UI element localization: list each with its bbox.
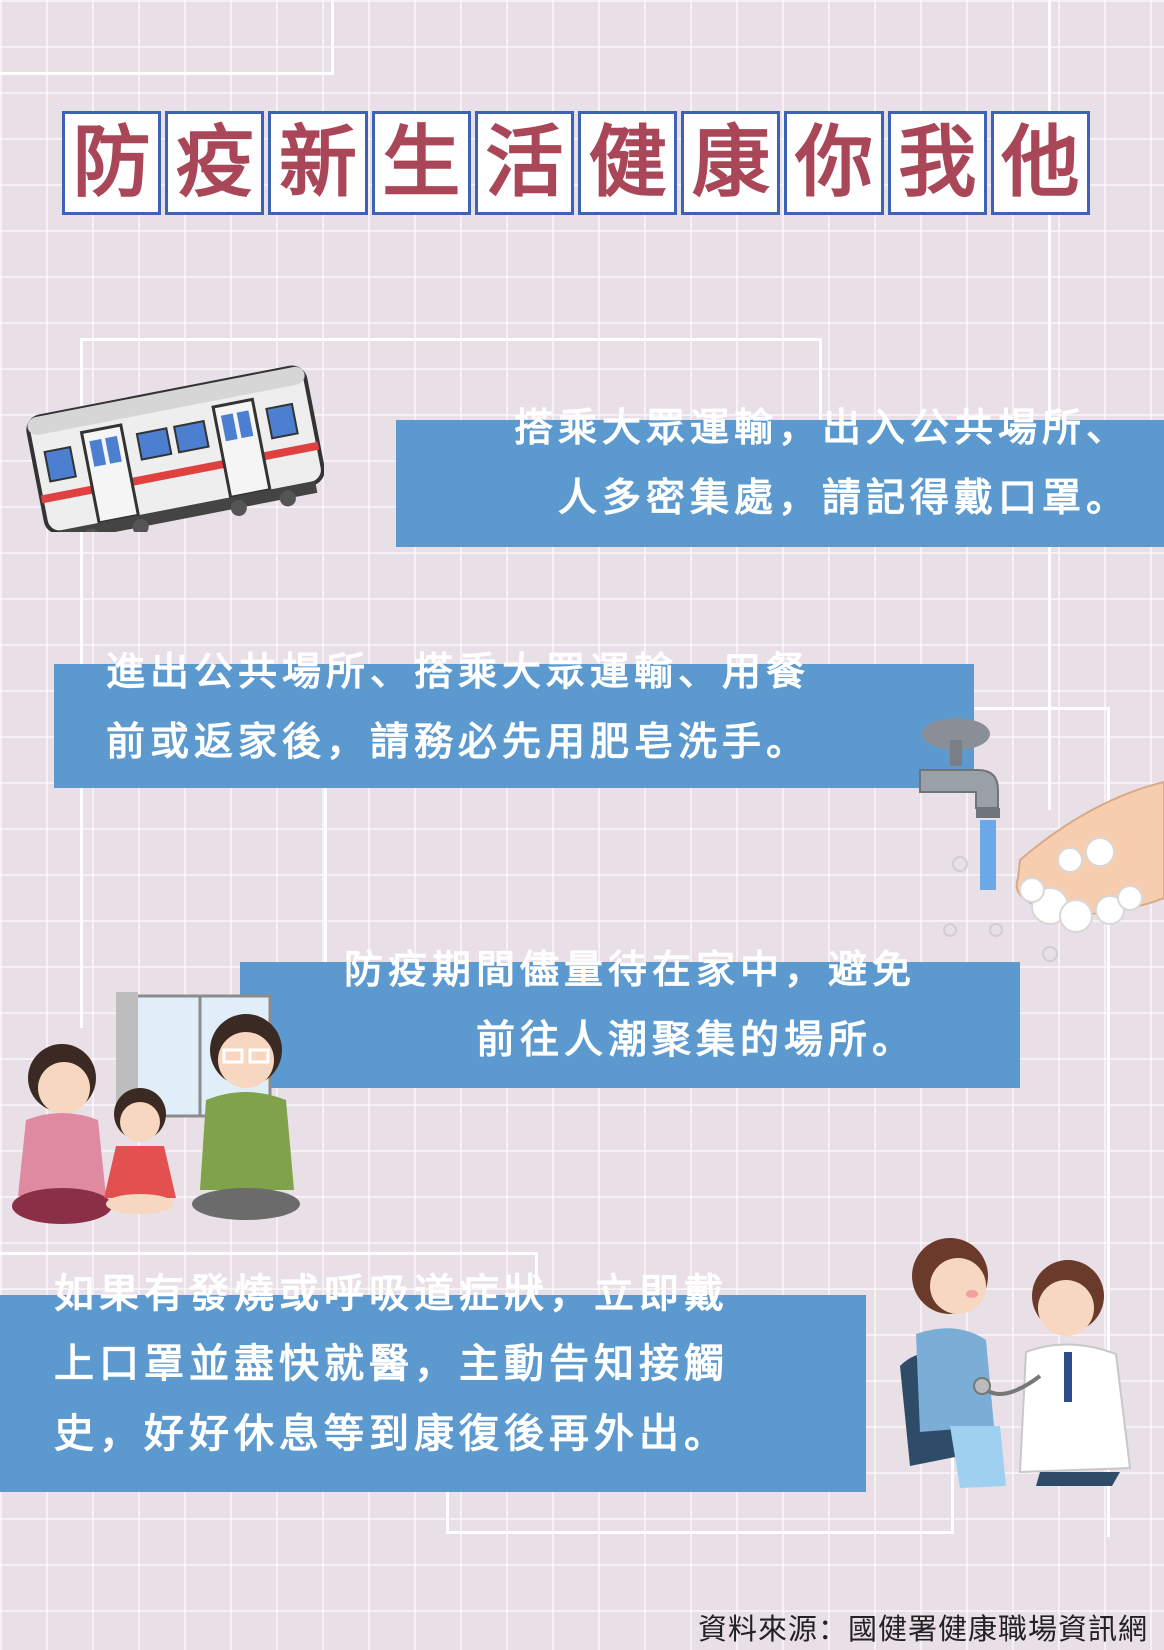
- family-at-home-icon: [12, 992, 300, 1224]
- tip-line: 史，好好休息等到康復後再外出。: [54, 1411, 729, 1457]
- decor-line: [535, 1252, 538, 1297]
- decor-line: [446, 1490, 449, 1534]
- decor-line: [0, 1252, 538, 1255]
- title-char: 活: [474, 111, 575, 215]
- tip-line: 防疫期間儘量待在家中，避免: [343, 948, 916, 993]
- title-char: 康: [681, 111, 781, 215]
- title-char: 生: [371, 111, 471, 215]
- decor-line: [970, 707, 1110, 710]
- decor-line: [1048, 0, 1051, 810]
- title-char: 新: [268, 111, 368, 215]
- tip-box-stay-home: 防疫期間儘量待在家中，避免 前往人潮聚集的場所。: [240, 948, 1020, 1088]
- tip-line: 進出公共場所、搭乘大眾運輸、用餐: [106, 650, 811, 695]
- handwashing-icon: [919, 718, 1164, 962]
- decor-line: [1107, 707, 1110, 1537]
- tip-box-handwashing: 進出公共場所、搭乘大眾運輸、用餐 前或返家後，請務必先用肥皂洗手。: [54, 650, 974, 788]
- tip-box-symptoms: 如果有發燒或呼吸道症狀，立即戴 上口罩並盡快就醫，主動告知接觸 史，好好休息等到…: [0, 1271, 866, 1492]
- tip-line: 前或返家後，請務必先用肥皂洗手。: [106, 720, 811, 765]
- tip-box-transit: 搭乘大眾運輸，出入公共場所、 人多密集處，請記得戴口罩。: [396, 406, 1164, 547]
- decor-line: [331, 0, 334, 75]
- doctor-visit-icon: [900, 1238, 1132, 1488]
- title-char: 你: [784, 111, 884, 215]
- tip-line: 前往人潮聚集的場所。: [475, 1018, 916, 1063]
- decor-line: [324, 788, 327, 968]
- train-icon: [26, 365, 324, 532]
- tip-line: 上口罩並盡快就醫，主動告知接觸: [54, 1341, 729, 1387]
- tip-line: 如果有發燒或呼吸道症狀，立即戴: [54, 1271, 729, 1317]
- poster-title: 防 疫 新 生 活 健 康 你 我 他: [60, 106, 1092, 216]
- decor-line: [951, 1440, 954, 1534]
- tip-line: 搭乘大眾運輸，出入公共場所、: [513, 406, 1130, 451]
- title-char: 他: [990, 111, 1091, 215]
- source-credit: 資料來源：國健署健康職場資訊網: [697, 1612, 1148, 1646]
- tip-line: 人多密集處，請記得戴口罩。: [557, 476, 1130, 521]
- title-char: 我: [887, 111, 987, 215]
- title-char: 健: [578, 111, 678, 215]
- decor-line: [819, 338, 822, 428]
- decor-line: [0, 72, 334, 75]
- decor-line: [80, 338, 822, 341]
- title-char: 疫: [165, 111, 265, 215]
- decor-line: [446, 1531, 954, 1534]
- title-char: 防: [62, 111, 162, 215]
